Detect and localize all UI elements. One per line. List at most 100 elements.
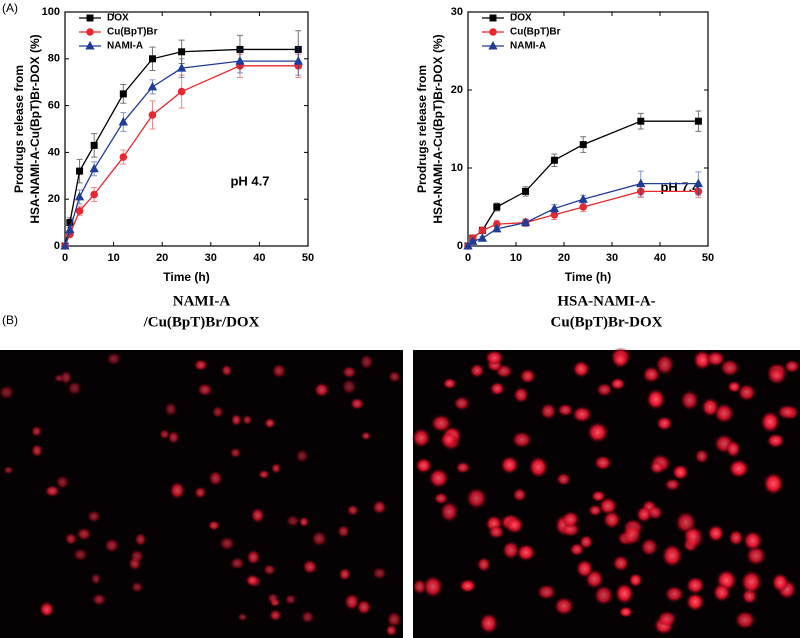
- marker: [549, 203, 560, 213]
- y-tick-label: 20: [48, 193, 60, 205]
- cell: [428, 467, 449, 489]
- cell: [505, 516, 525, 535]
- cell: [628, 572, 643, 588]
- x-axis-label: Time (h): [163, 270, 209, 284]
- cell: [311, 530, 328, 547]
- cell: [655, 353, 675, 376]
- cell: [430, 414, 452, 433]
- marker: [148, 111, 157, 119]
- cell: [500, 455, 519, 475]
- legend-marker: [488, 40, 498, 50]
- cell: [207, 520, 220, 531]
- cell: [453, 395, 471, 411]
- cell: [242, 414, 253, 426]
- cell: [298, 516, 310, 528]
- cell: [59, 370, 73, 385]
- cell: [55, 475, 70, 490]
- legend-label: DOX: [510, 13, 532, 24]
- cell: [159, 429, 171, 440]
- cell: [194, 486, 207, 499]
- cell: [415, 457, 433, 474]
- cell: [536, 584, 557, 600]
- marker: [477, 233, 488, 242]
- cell: [344, 593, 360, 611]
- y-tick-label: 100: [42, 6, 60, 18]
- cell: [193, 359, 208, 372]
- x-tick-label: 50: [302, 252, 314, 264]
- cell: [359, 354, 374, 370]
- marker: [468, 236, 478, 245]
- cell: [640, 537, 659, 557]
- marker: [579, 203, 588, 211]
- cell: [622, 523, 642, 546]
- marker: [119, 153, 128, 161]
- marker: [492, 223, 502, 233]
- cell: [229, 557, 245, 570]
- cell: [300, 610, 315, 624]
- cell: [302, 559, 318, 575]
- cell: [131, 581, 144, 593]
- y-axis-label: HSA-NAMI-A-Cu(BpT)Br-DOX (%): [431, 34, 445, 223]
- y-tick-label: 0: [54, 240, 60, 252]
- cell: [433, 492, 449, 505]
- cell: [104, 538, 120, 553]
- marker: [90, 190, 98, 199]
- marker: [493, 203, 501, 211]
- marker: [119, 90, 127, 98]
- legend-label: DOX: [107, 13, 129, 24]
- cell: [555, 472, 572, 487]
- cell: [356, 599, 372, 615]
- x-tick-label: 40: [654, 252, 666, 264]
- cell: [512, 487, 527, 502]
- cell: [766, 433, 785, 449]
- cell: [680, 389, 700, 411]
- cell: [501, 540, 520, 560]
- cell: [271, 363, 287, 379]
- cell: [313, 382, 330, 398]
- cell: [337, 524, 350, 538]
- y-tick-label: 60: [48, 100, 60, 112]
- cell: [372, 500, 387, 515]
- cell: [519, 368, 536, 384]
- cell: [469, 363, 485, 378]
- x-axis-label: Time (h): [565, 270, 611, 284]
- cell: [341, 378, 357, 395]
- y-tick-label: 40: [48, 146, 60, 158]
- legend-marker: [85, 40, 95, 50]
- cell: [0, 385, 15, 400]
- cell: [134, 532, 147, 547]
- cell: [602, 510, 621, 530]
- annotation: pH 4.7: [230, 173, 269, 188]
- cell: [661, 543, 683, 568]
- cell: [656, 610, 678, 627]
- cell: [197, 382, 213, 397]
- cell: [771, 572, 789, 593]
- y-axis-label: Prodrugs release from: [415, 65, 429, 193]
- cell: [694, 448, 710, 464]
- cell: [561, 510, 580, 529]
- cell: [740, 569, 763, 595]
- cell: [31, 425, 43, 437]
- cell: [513, 386, 529, 404]
- cell: [338, 567, 351, 581]
- cell: [92, 593, 107, 606]
- cell: [734, 610, 756, 630]
- marker: [65, 224, 75, 234]
- cell: [575, 559, 594, 579]
- cell: [465, 487, 488, 510]
- cell: [760, 410, 781, 434]
- marker: [90, 141, 98, 149]
- image-title: /Cu(BpT)Br/DOX: [143, 314, 260, 330]
- cell: [167, 430, 180, 445]
- cell: [263, 563, 276, 576]
- image-title: Cu(BpT)Br-DOX: [551, 314, 663, 330]
- cell: [719, 358, 740, 377]
- cell: [208, 470, 223, 487]
- cell: [30, 443, 44, 458]
- marker: [550, 156, 558, 164]
- cell: [87, 510, 101, 523]
- y-tick-label: 80: [48, 53, 60, 65]
- cell: [268, 609, 282, 622]
- marker: [74, 191, 85, 201]
- cell: [484, 349, 505, 366]
